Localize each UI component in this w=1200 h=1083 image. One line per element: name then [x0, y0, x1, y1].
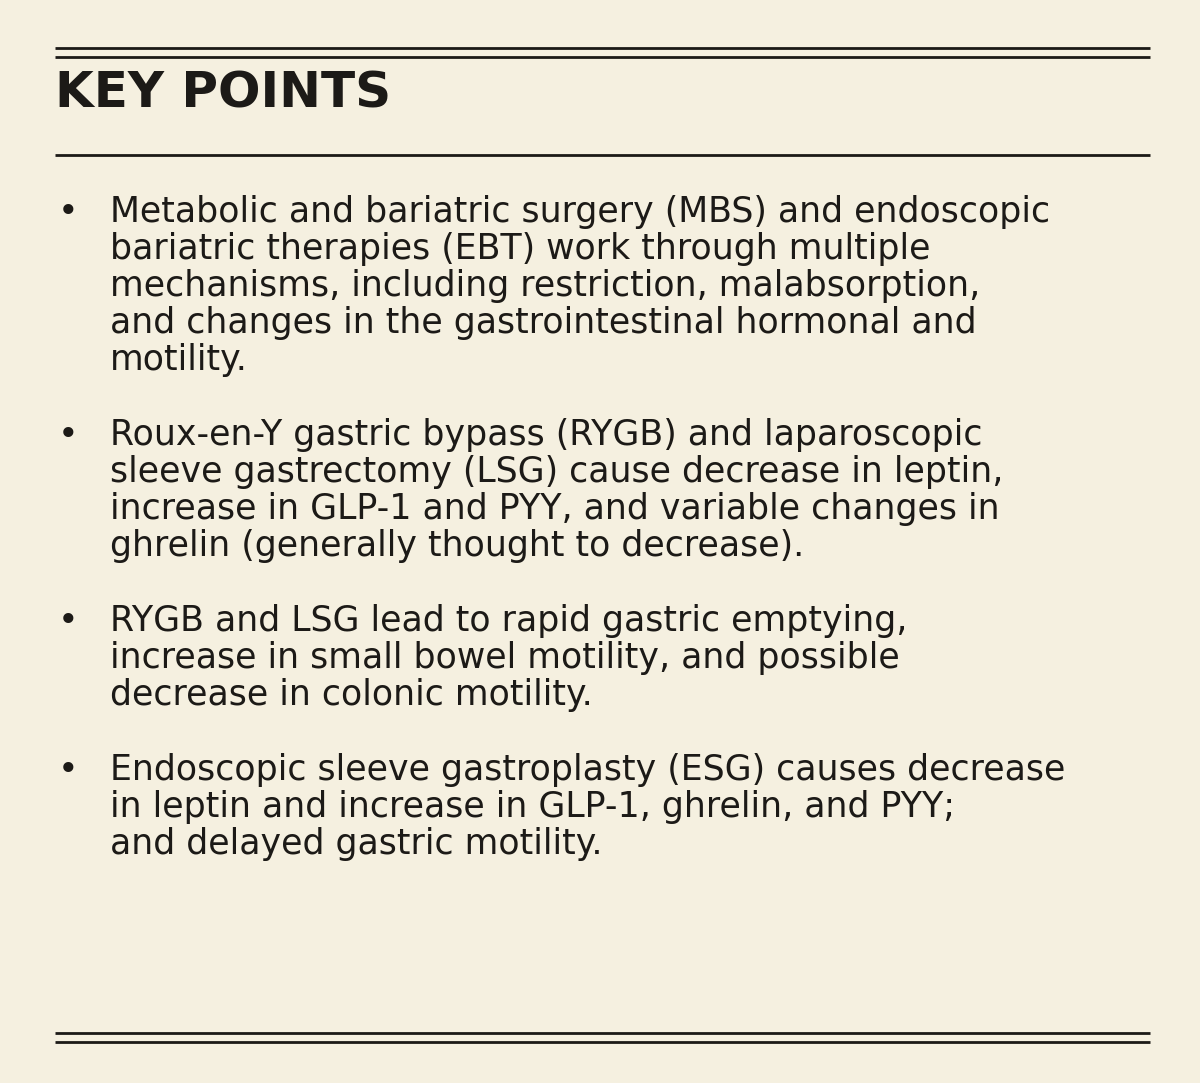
Text: in leptin and increase in GLP-1, ghrelin, and PYY;: in leptin and increase in GLP-1, ghrelin… [110, 790, 955, 824]
Text: •: • [58, 604, 78, 638]
Text: increase in small bowel motility, and possible: increase in small bowel motility, and po… [110, 641, 900, 675]
Text: and delayed gastric motility.: and delayed gastric motility. [110, 827, 602, 861]
Text: and changes in the gastrointestinal hormonal and: and changes in the gastrointestinal horm… [110, 306, 977, 340]
Text: bariatric therapies (EBT) work through multiple: bariatric therapies (EBT) work through m… [110, 232, 930, 266]
Text: sleeve gastrectomy (LSG) cause decrease in leptin,: sleeve gastrectomy (LSG) cause decrease … [110, 455, 1003, 490]
Text: Roux-en-Y gastric bypass (RYGB) and laparoscopic: Roux-en-Y gastric bypass (RYGB) and lapa… [110, 418, 983, 452]
Text: decrease in colonic motility.: decrease in colonic motility. [110, 678, 593, 712]
Text: motility.: motility. [110, 343, 248, 377]
Text: •: • [58, 418, 78, 452]
Text: •: • [58, 195, 78, 229]
Text: KEY POINTS: KEY POINTS [55, 70, 391, 118]
Text: increase in GLP-1 and PYY, and variable changes in: increase in GLP-1 and PYY, and variable … [110, 492, 1000, 526]
Text: ghrelin (generally thought to decrease).: ghrelin (generally thought to decrease). [110, 529, 804, 563]
Text: RYGB and LSG lead to rapid gastric emptying,: RYGB and LSG lead to rapid gastric empty… [110, 604, 907, 638]
Text: mechanisms, including restriction, malabsorption,: mechanisms, including restriction, malab… [110, 269, 980, 303]
Text: Metabolic and bariatric surgery (MBS) and endoscopic: Metabolic and bariatric surgery (MBS) an… [110, 195, 1050, 229]
Text: Endoscopic sleeve gastroplasty (ESG) causes decrease: Endoscopic sleeve gastroplasty (ESG) cau… [110, 753, 1066, 787]
Text: •: • [58, 753, 78, 787]
